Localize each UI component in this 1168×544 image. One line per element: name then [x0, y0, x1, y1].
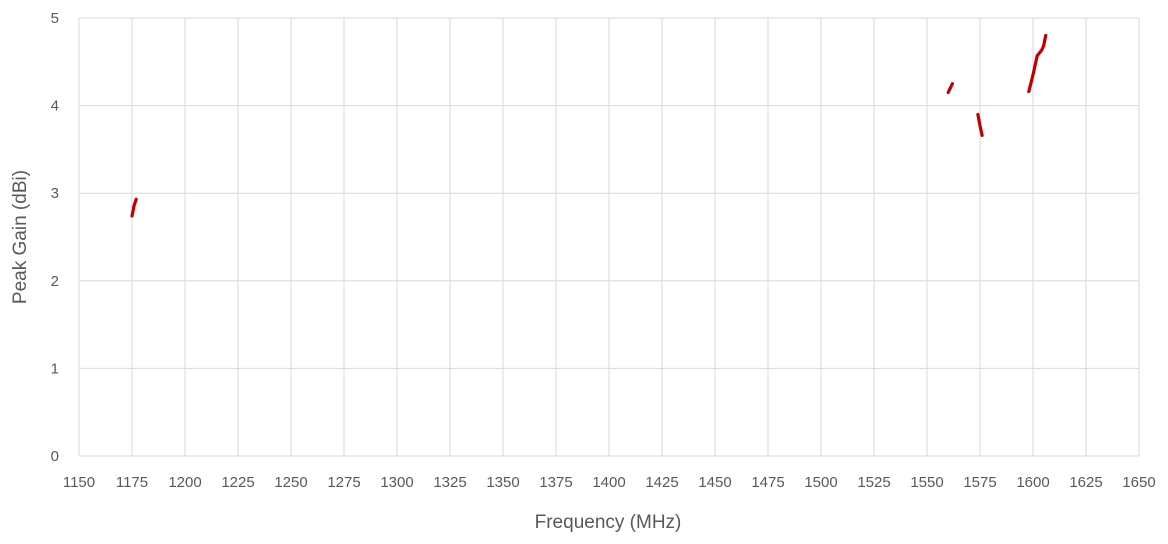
series-line-segment: [130, 197, 138, 218]
y-tick-label: 4: [51, 98, 59, 115]
x-tick-label: 1325: [433, 474, 466, 491]
y-tick-label: 5: [51, 10, 59, 27]
x-tick-label: 1625: [1069, 474, 1102, 491]
x-tick-label: 1175: [116, 474, 148, 491]
series-line-segment: [976, 112, 984, 137]
y-tick-label: 2: [51, 273, 59, 290]
grid: [78, 17, 1140, 457]
x-tick-label: 1475: [751, 474, 784, 491]
y-tick-label: 0: [51, 448, 59, 465]
series-line-segment: [1027, 33, 1048, 94]
x-tick-label: 1600: [1016, 474, 1049, 491]
x-tick-label: 1300: [380, 474, 413, 491]
y-axis-title: Peak Gain (dBi): [10, 170, 31, 304]
y-tick-label: 1: [51, 360, 59, 377]
x-tick-label: 1450: [698, 474, 731, 491]
x-tick-label: 1425: [645, 474, 678, 491]
x-tick-label: 1275: [327, 474, 360, 491]
y-tick-labels: 0 1 2 3 4 5: [51, 10, 59, 465]
x-tick-label: 1525: [857, 474, 890, 491]
x-tick-label: 1400: [592, 474, 625, 491]
x-axis-title: Frequency (MHz): [535, 512, 682, 533]
x-tick-label: 1550: [910, 474, 943, 491]
x-tick-label: 1575: [963, 474, 996, 491]
x-tick-label: 1200: [168, 474, 201, 491]
x-tick-label: 1350: [486, 474, 519, 491]
series-line-segment: [946, 82, 955, 95]
x-tick-label: 1650: [1122, 474, 1155, 491]
x-tick-labels: 1150 1175 1200 1225 1250 1275 1300 1325 1350 1375…: [63, 474, 1156, 491]
y-tick-label: 3: [51, 185, 59, 202]
x-tick-label: 1250: [274, 474, 307, 491]
x-tick-label: 1500: [804, 474, 837, 491]
x-tick-label: 1225: [221, 474, 254, 491]
x-tick-label: 1375: [539, 474, 572, 491]
series-layer: [130, 33, 1048, 218]
x-tick-label: 1150: [63, 474, 95, 491]
